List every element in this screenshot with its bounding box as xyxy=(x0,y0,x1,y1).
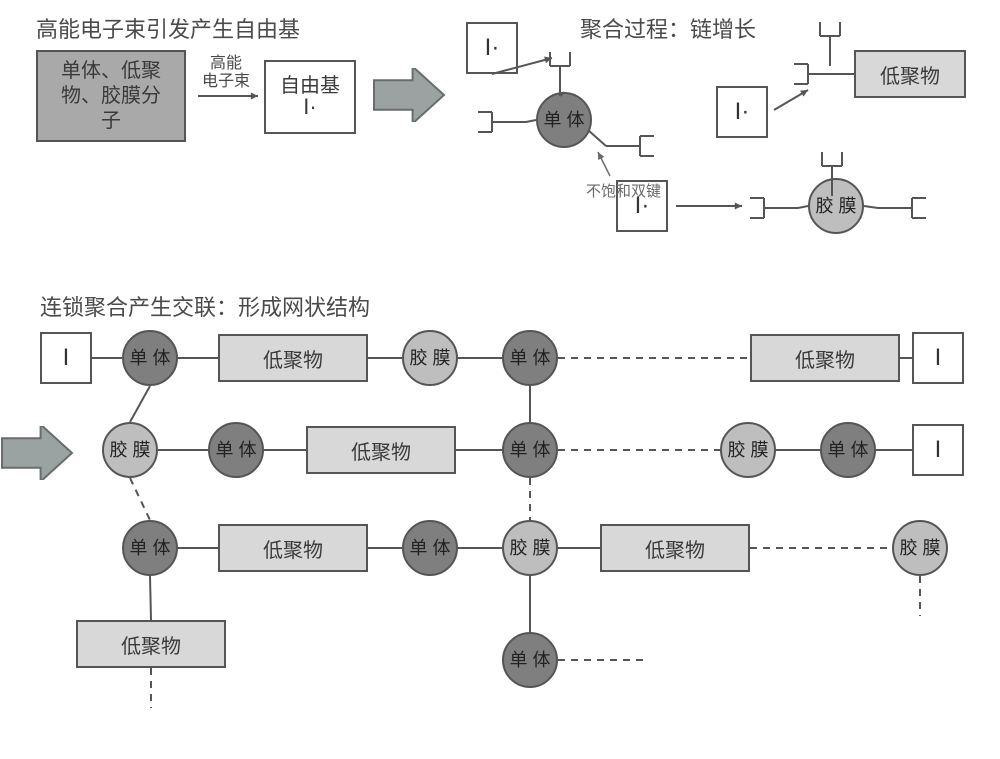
big-arrow-icon xyxy=(0,426,74,480)
film-circle: 胶 膜 xyxy=(502,520,558,576)
reactants-box: 单体、低聚 物、胶膜分 子 xyxy=(36,50,186,142)
monomer-circle: 单 体 xyxy=(122,520,178,576)
film-circle: 胶 膜 xyxy=(102,422,158,478)
film-circle: 胶 膜 xyxy=(892,520,948,576)
film-circle: 胶 膜 xyxy=(720,422,776,478)
oligomer-box: 低聚物 xyxy=(306,426,456,474)
big-arrow-icon xyxy=(372,68,446,122)
monomer-circle: 单 体 xyxy=(502,422,558,478)
oligomer-box: 低聚物 xyxy=(218,524,368,572)
monomer-circle: 单 体 xyxy=(820,422,876,478)
oligomer-box: 低聚物 xyxy=(854,50,966,98)
monomer-circle: 单 体 xyxy=(122,330,178,386)
oligomer-box: 低聚物 xyxy=(76,620,226,668)
radical-square: I· xyxy=(716,86,768,138)
free-radical-box: 自由基I· xyxy=(264,60,356,134)
monomer-circle: 单 体 xyxy=(208,422,264,478)
radical-square: I xyxy=(912,424,964,476)
monomer-circle: 单 体 xyxy=(402,520,458,576)
film-circle: 胶 膜 xyxy=(402,330,458,386)
radical-square: I xyxy=(912,332,964,384)
monomer-circle: 单 体 xyxy=(502,632,558,688)
radical-square: I xyxy=(40,332,92,384)
oligomer-box: 低聚物 xyxy=(600,524,750,572)
oligomer-box: 低聚物 xyxy=(750,334,900,382)
oligomer-box: 低聚物 xyxy=(218,334,368,382)
monomer-circle: 单 体 xyxy=(502,330,558,386)
